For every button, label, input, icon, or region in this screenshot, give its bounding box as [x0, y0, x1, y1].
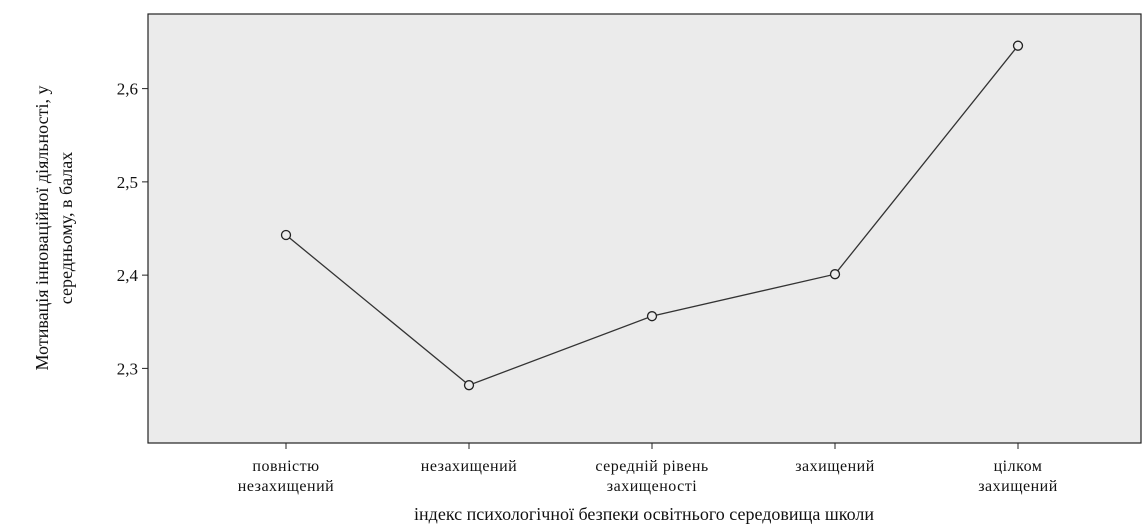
x-tick-label: захищений: [795, 458, 875, 475]
data-point: [646, 311, 658, 322]
data-point: [280, 229, 292, 241]
y-axis: 2,3 2,4 2,5 2,6: [117, 80, 148, 378]
x-tick-label: повністю незахищений: [238, 458, 334, 495]
x-axis: повністю незахищений незахищений середній р…: [238, 443, 1058, 495]
y-axis-title: Мотивація інноваційної діяльності, у сере…: [32, 86, 76, 371]
y-tick-label: 2,4: [117, 266, 139, 285]
y-tick-label: 2,3: [117, 359, 138, 378]
x-tick-label: середній рівень захищеності: [595, 458, 708, 495]
x-tick-label: цілком захищений: [978, 458, 1058, 495]
plot-area: [147, 13, 1142, 444]
series-markers: [280, 40, 1024, 391]
x-tick-label: незахищений: [421, 458, 517, 475]
y-tick-label: 2,6: [117, 80, 138, 99]
data-point: [829, 269, 841, 280]
data-point: [1012, 40, 1024, 51]
x-axis-title: індекс психологічної безпеки освітнього …: [414, 504, 874, 524]
y-tick-label: 2,5: [117, 173, 138, 192]
data-point: [463, 380, 475, 391]
